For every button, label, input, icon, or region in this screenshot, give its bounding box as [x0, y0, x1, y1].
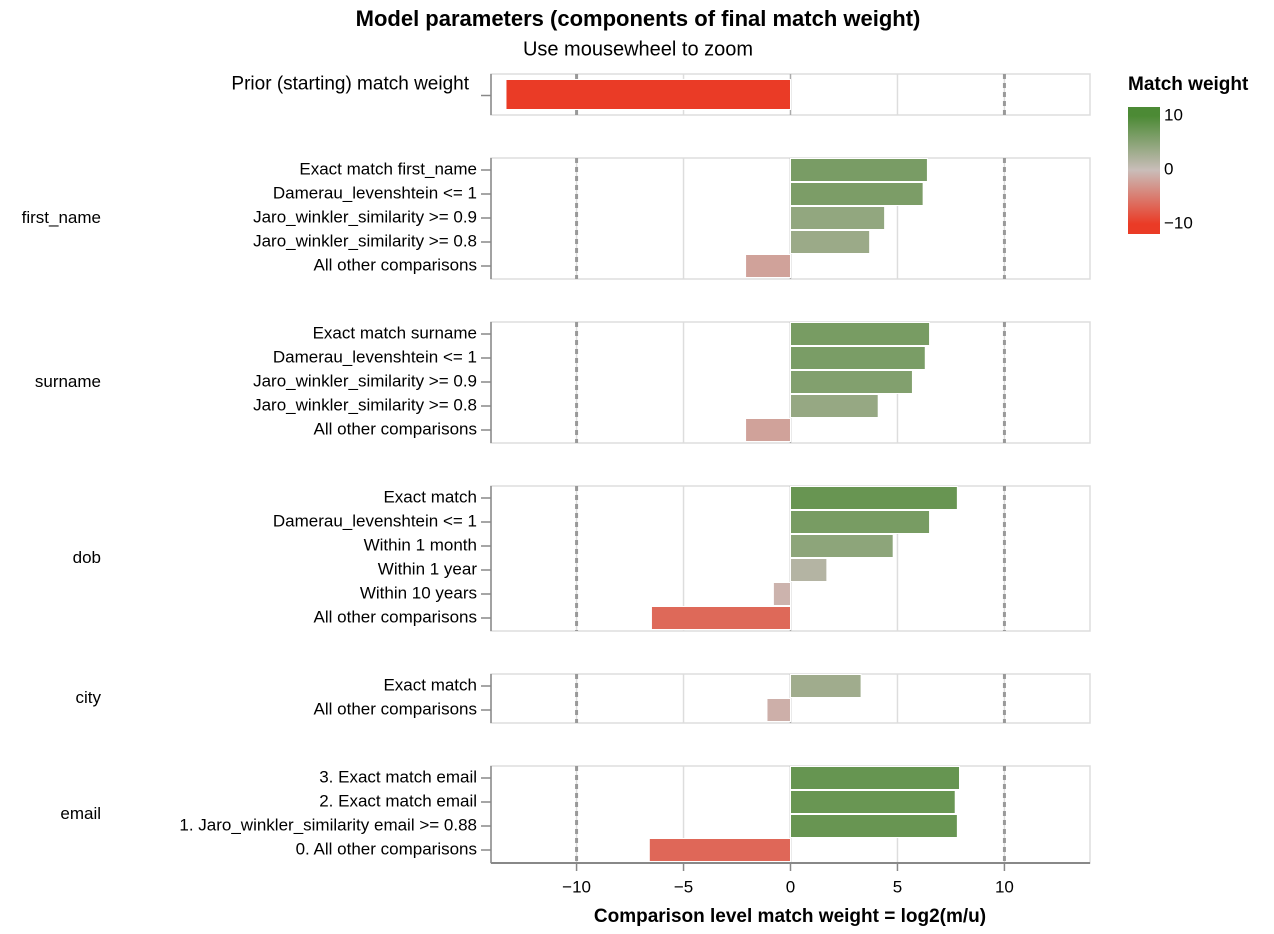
- facet-panel: city Exact match All other comparisons: [76, 673, 1091, 724]
- bar: [505, 79, 791, 110]
- facet-panel: Prior (starting) match weight: [231, 73, 1091, 116]
- y-tick-label: 1. Jaro_winkler_similarity email >= 0.88: [179, 815, 477, 834]
- y-tick-label: Damerau_levenshtein <= 1: [273, 347, 477, 366]
- y-tick-label: Exact match: [383, 487, 477, 506]
- y-tick-label: Jaro_winkler_similarity >= 0.8: [253, 231, 477, 250]
- y-tick-label: Exact match first_name: [299, 159, 477, 178]
- y-tick-label: All other comparisons: [314, 255, 477, 274]
- bar: [790, 486, 958, 510]
- y-tick-label: Within 1 year: [378, 559, 478, 578]
- y-tick-label: All other comparisons: [314, 607, 477, 626]
- facet-label: email: [60, 804, 101, 823]
- x-tick-label: 10: [995, 877, 1014, 896]
- y-tick-label: All other comparisons: [314, 419, 477, 438]
- bar: [648, 838, 791, 862]
- y-tick-label: Jaro_winkler_similarity >= 0.9: [253, 207, 477, 226]
- facet-label: surname: [35, 372, 101, 391]
- legend-tick-label: 0: [1164, 159, 1173, 178]
- x-tick-label: −5: [674, 877, 693, 896]
- bar: [790, 322, 931, 346]
- legend-title: Match weight: [1128, 74, 1249, 95]
- legend-gradient: [1128, 107, 1160, 234]
- facet-label: first_name: [22, 208, 101, 227]
- bar: [790, 510, 931, 534]
- facet-label: city: [76, 688, 102, 707]
- y-tick-label: All other comparisons: [314, 699, 477, 718]
- x-tick-label: 5: [893, 877, 902, 896]
- bar: [790, 370, 913, 394]
- y-tick-label: 3. Exact match email: [319, 767, 477, 786]
- y-tick-label: Exact match surname: [313, 323, 477, 342]
- bar: [745, 418, 792, 442]
- y-tick-label: Prior (starting) match weight: [231, 74, 469, 95]
- bar: [790, 346, 926, 370]
- bar: [766, 698, 791, 722]
- chart-title: Model parameters (components of final ma…: [356, 6, 921, 31]
- bar: [745, 254, 792, 278]
- bar: [790, 394, 879, 418]
- chart-subtitle: Use mousewheel to zoom: [523, 38, 753, 60]
- y-tick-label: Within 10 years: [360, 583, 477, 602]
- legend-tick-label: 10: [1164, 105, 1183, 124]
- y-tick-label: Jaro_winkler_similarity >= 0.8: [253, 395, 477, 414]
- legend-tick-label: −10: [1164, 213, 1193, 232]
- facet-panel: dob Exact match Damerau_levenshtein <= 1 Wi…: [73, 485, 1091, 632]
- bar: [790, 814, 958, 838]
- facet-label: dob: [73, 548, 101, 567]
- facet-panel: first_name Exact match first_name Damerau_…: [22, 157, 1091, 280]
- facet-panel: surname Exact match surname Damerau_levens…: [35, 321, 1091, 444]
- bar: [790, 206, 886, 230]
- facet-panel: email 3. Exact match email 2. Exact match …: [60, 765, 1091, 864]
- bar: [790, 182, 924, 206]
- y-tick-label: Damerau_levenshtein <= 1: [273, 183, 477, 202]
- bar: [772, 582, 792, 606]
- y-tick-label: Exact match: [383, 675, 477, 694]
- y-tick-label: Jaro_winkler_similarity >= 0.9: [253, 371, 477, 390]
- bar: [790, 230, 871, 254]
- x-tick-label: 0: [786, 877, 795, 896]
- x-tick-label: −10: [562, 877, 591, 896]
- bar: [790, 158, 928, 182]
- y-tick-label: 0. All other comparisons: [296, 839, 477, 858]
- bar: [790, 558, 828, 582]
- y-tick-label: 2. Exact match email: [319, 791, 477, 810]
- y-tick-label: Damerau_levenshtein <= 1: [273, 511, 477, 530]
- bar: [790, 790, 956, 814]
- bar: [790, 674, 862, 698]
- bar: [650, 606, 791, 630]
- x-axis-title: Comparison level match weight = log2(m/u…: [594, 906, 986, 927]
- y-tick-label: Within 1 month: [364, 535, 477, 554]
- bar: [790, 766, 961, 790]
- bar: [790, 534, 894, 558]
